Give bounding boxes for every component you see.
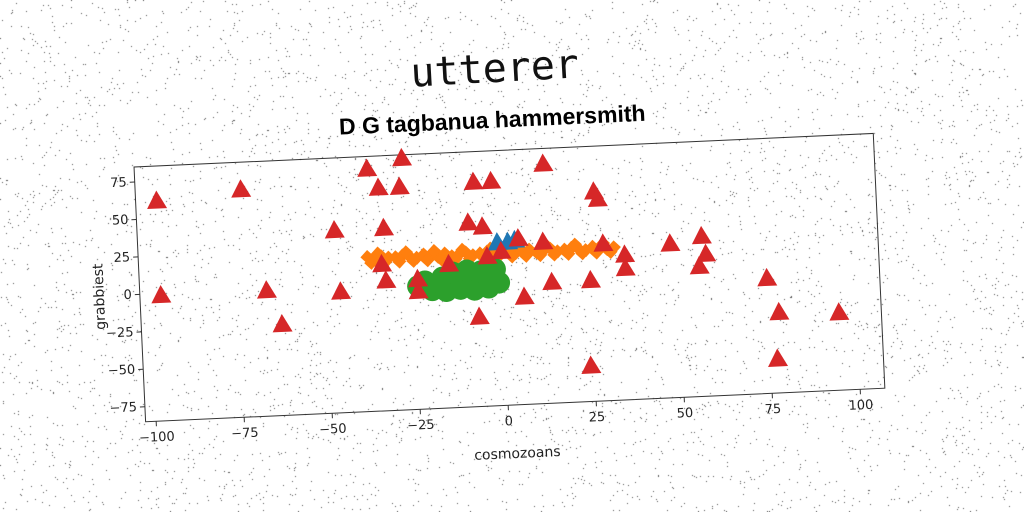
triangle-marker <box>481 170 502 190</box>
y-tick-label: 75 <box>110 175 127 191</box>
x-tick-label: 75 <box>764 402 781 418</box>
triangle-marker <box>151 284 172 304</box>
triangle-marker <box>514 286 535 305</box>
x-tick-label: −50 <box>319 422 347 438</box>
x-tick-label: −100 <box>139 429 175 446</box>
x-tick-label: 25 <box>588 410 605 426</box>
triangle-marker <box>324 220 345 239</box>
y-tick-label: −75 <box>109 400 137 416</box>
triangle-marker <box>408 280 429 300</box>
y-tick-label: −25 <box>106 325 134 341</box>
triangle-marker <box>272 313 293 333</box>
y-tick-label: 50 <box>112 213 129 229</box>
diamond-marker <box>575 246 590 261</box>
triangle-marker <box>439 253 460 273</box>
triangle-marker <box>769 301 790 321</box>
diamond-marker <box>505 249 519 264</box>
y-tick-label: 25 <box>113 250 130 266</box>
triangle-marker <box>389 176 410 195</box>
triangle-marker <box>689 255 710 275</box>
diamond-marker <box>398 245 413 260</box>
x-tick-label: −75 <box>231 426 259 442</box>
plot-area: D G tagbanua hammersmith −100 −75 −50 −25 0 2… <box>90 100 886 464</box>
triangle-marker <box>660 233 681 252</box>
diamond-marker <box>427 243 442 258</box>
triangle-marker <box>376 270 397 289</box>
triangle-marker <box>477 246 498 265</box>
triangle-marker <box>829 302 850 321</box>
y-tick-label: 0 <box>123 288 132 303</box>
triangle-marker <box>491 240 512 260</box>
x-axis-label: cosmozoans <box>474 444 561 464</box>
triangle-marker <box>593 233 614 252</box>
data-marks <box>147 147 850 374</box>
triangle-marker <box>508 228 529 247</box>
triangle-marker <box>357 158 378 177</box>
chart-title: D G tagbanua hammersmith <box>338 100 646 140</box>
triangle-marker <box>147 190 168 209</box>
triangle-marker <box>256 280 277 299</box>
triangle-marker <box>463 171 484 191</box>
triangle-marker <box>587 188 608 207</box>
triangle-marker <box>615 257 636 277</box>
diamond-marker <box>533 248 548 263</box>
triangle-marker <box>458 212 479 231</box>
diamond-marker <box>406 253 421 268</box>
triangle-marker <box>533 231 554 250</box>
triangle-marker <box>696 243 717 263</box>
diamond-marker <box>392 254 407 269</box>
diamond-marker <box>519 248 534 263</box>
page-title: utterer <box>409 41 580 96</box>
triangle-marker <box>469 306 490 325</box>
triangle-marker <box>581 355 602 374</box>
triangle-marker <box>757 267 778 287</box>
triangle-marker <box>615 244 636 263</box>
triangle-marker <box>374 217 395 237</box>
circle-marker <box>428 271 451 294</box>
x-tick-label: 100 <box>848 398 873 414</box>
diamond-marker <box>364 255 379 270</box>
triangle-marker <box>368 177 389 196</box>
x-tick-label: −25 <box>407 418 435 434</box>
triangle-marker <box>472 216 493 235</box>
triangle-marker <box>331 281 352 300</box>
triangle-marker <box>231 179 252 198</box>
diamond-marker <box>547 247 562 262</box>
y-tick-label: −50 <box>107 363 135 379</box>
diamond-marker <box>455 242 470 257</box>
triangle-marker <box>542 271 563 291</box>
diamond-marker <box>567 237 582 252</box>
diamond-marker <box>561 246 576 261</box>
triangle-marker <box>408 268 429 288</box>
triangle-marker <box>768 348 789 367</box>
triangle-marker <box>372 253 393 273</box>
diamond-marker <box>420 253 435 268</box>
x-tick-label: 50 <box>676 406 693 422</box>
triangle-marker <box>581 269 602 289</box>
triangle-marker <box>691 225 712 245</box>
y-axis-label: grabbiest <box>90 263 109 330</box>
x-tick-label: 0 <box>504 414 513 429</box>
triangle-marker <box>392 147 413 167</box>
triangle-marker <box>533 153 554 172</box>
